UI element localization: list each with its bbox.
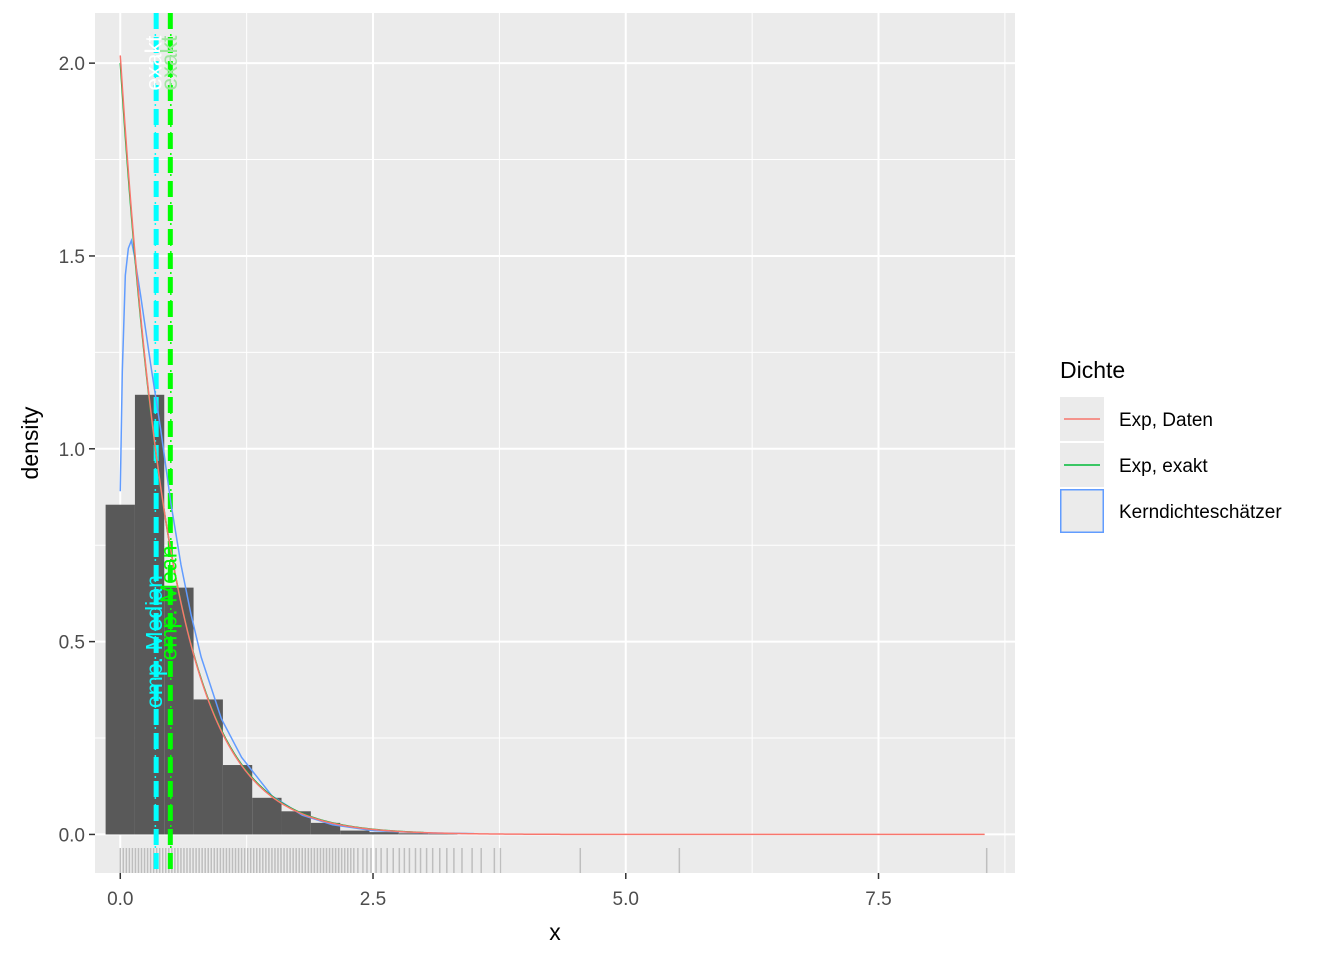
x-tick-label: 5.0: [613, 889, 639, 910]
legend-label: Kerndichteschätzer: [1119, 502, 1282, 523]
histogram-bars: [105, 394, 458, 835]
reference-line-label: exakt: [156, 35, 182, 91]
histogram-bar: [340, 830, 370, 835]
rug-marks: [119, 848, 988, 873]
histogram-bar: [252, 797, 282, 835]
y-tick-label: 1.0: [59, 440, 85, 461]
legend-label: Exp, Daten: [1119, 410, 1213, 431]
histogram-bar: [369, 832, 399, 835]
histogram-bar: [105, 504, 135, 835]
y-tick-label: 0.0: [59, 825, 85, 846]
y-tick-label: 0.5: [59, 633, 85, 654]
y-tick-label: 2.0: [59, 54, 85, 75]
x-tick-label: 7.5: [865, 889, 891, 910]
histogram-bar: [281, 811, 311, 835]
density-curves: [119, 55, 985, 836]
legend-key-bg: [1060, 489, 1104, 533]
reference-line-label: exakt: [140, 35, 166, 91]
legend-items: Exp, Daten Exp, exakt Kerndichteschätzer: [1060, 397, 1282, 533]
x-axis-title: x: [549, 919, 561, 945]
reference-line-label: emp. Mean: [155, 545, 181, 660]
histogram-bar: [193, 699, 223, 835]
histogram-bar: [428, 833, 458, 835]
histogram-bar: [222, 765, 253, 835]
grid-minor: [95, 13, 1015, 873]
plot-panel: [95, 13, 1015, 873]
legend-key-box: [1060, 489, 1104, 533]
x-tick-label: 0.0: [107, 889, 133, 910]
x-tick-label: 2.5: [360, 889, 386, 910]
legend: Dichte Exp, Daten Exp, exakt Kerndichtesch…: [1060, 357, 1282, 533]
reference-line-label: emp. Median: [141, 575, 167, 708]
y-axis-ticks: 0.0 0.5 1.0 1.5 2.0: [59, 54, 95, 846]
histogram-bar: [398, 833, 429, 835]
legend-title: Dichte: [1060, 357, 1125, 383]
legend-label: Exp, exakt: [1119, 456, 1208, 477]
density-curve: [119, 55, 985, 836]
histogram-bar: [134, 394, 165, 835]
y-axis-title: density: [17, 406, 43, 479]
x-axis-ticks: 0.0 2.5 5.0 7.5: [107, 873, 892, 910]
reference-line-labels: emp. Median exakt emp. Mean exakt: [140, 35, 181, 708]
y-tick-label: 1.5: [59, 247, 85, 268]
histogram-bar: [310, 822, 341, 835]
density-curve: [119, 237, 475, 835]
